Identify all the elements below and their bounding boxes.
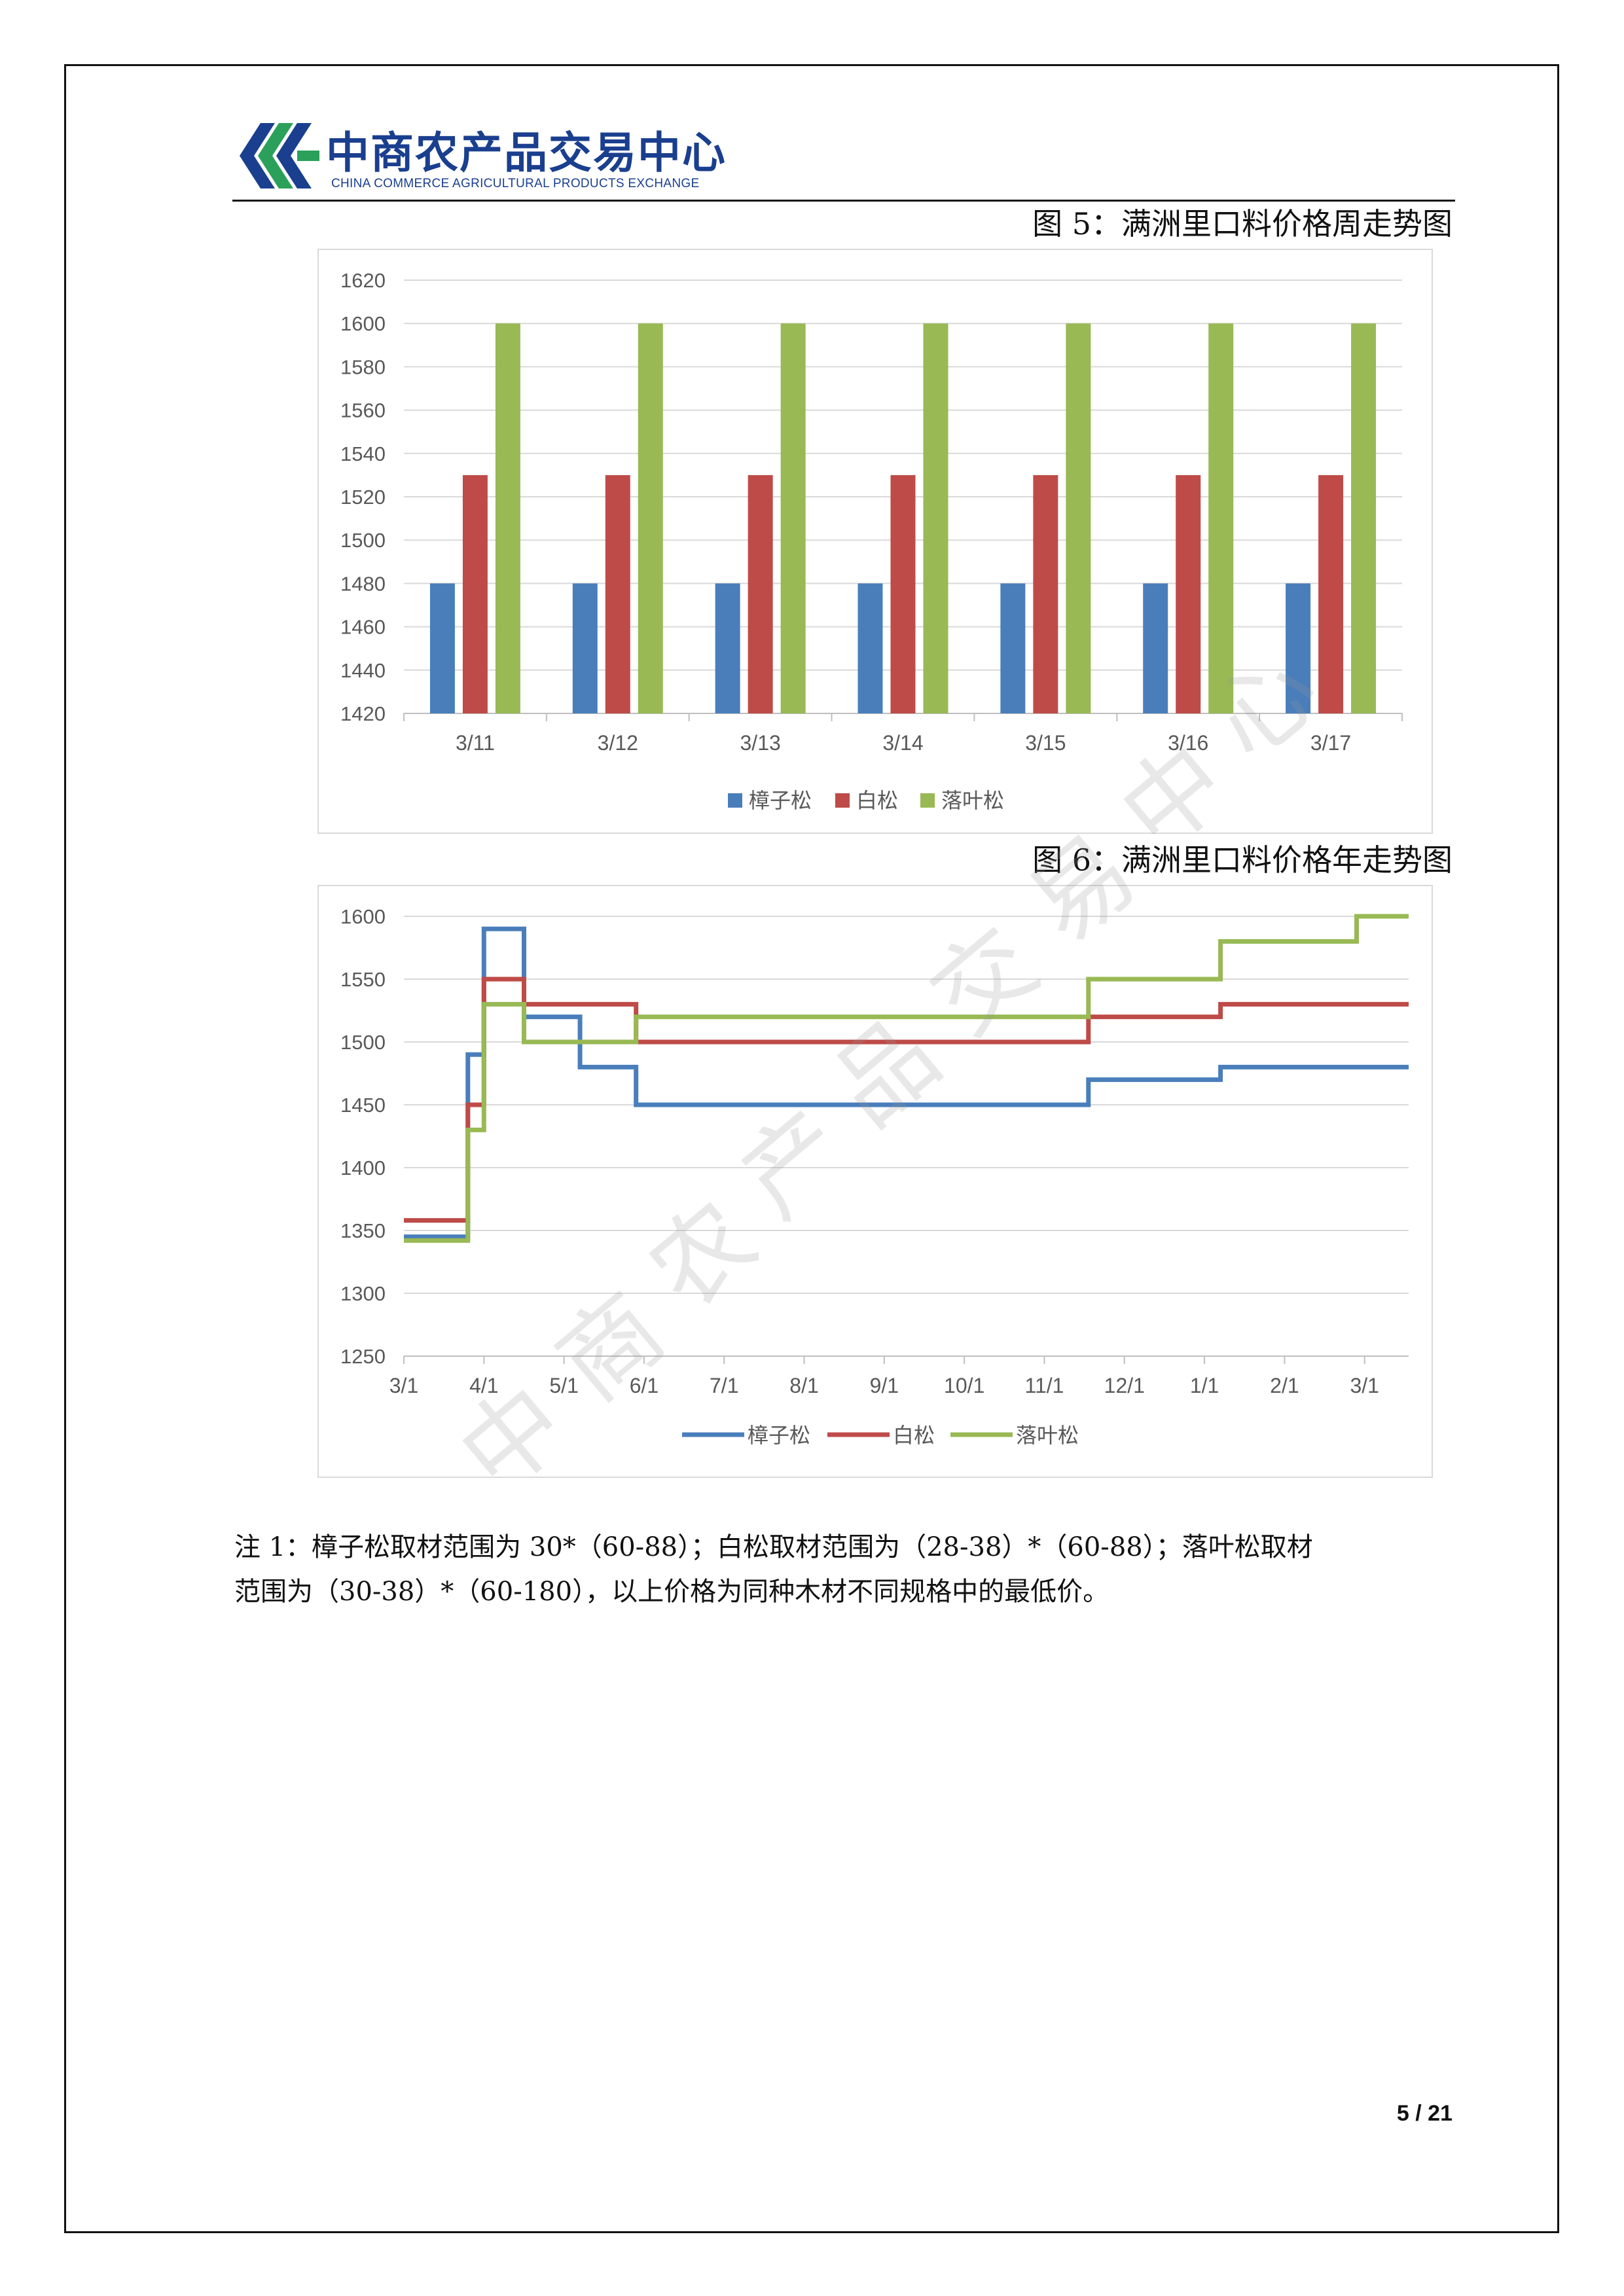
y-tick-label: 1420 xyxy=(340,702,386,725)
bar xyxy=(1208,323,1234,713)
bar xyxy=(572,583,598,713)
bar xyxy=(1066,323,1091,713)
bar xyxy=(1318,475,1344,713)
x-tick-label: 3/12 xyxy=(598,731,638,755)
x-tick-label: 3/1 xyxy=(389,1374,418,1397)
bar xyxy=(780,323,806,713)
legend-swatch xyxy=(835,793,850,808)
series-line xyxy=(404,977,1409,1223)
y-tick-label: 1350 xyxy=(340,1219,386,1242)
y-tick-label: 1250 xyxy=(340,1345,386,1368)
bar xyxy=(638,323,663,713)
y-tick-label: 1500 xyxy=(340,1031,386,1054)
bar xyxy=(857,583,883,713)
x-tick-label: 12/1 xyxy=(1104,1374,1145,1397)
x-tick-label: 3/13 xyxy=(740,731,781,755)
legend-label: 白松 xyxy=(893,1423,935,1448)
y-tick-label: 1500 xyxy=(340,529,386,552)
x-tick-label: 6/1 xyxy=(630,1374,659,1397)
legend-label: 樟子松 xyxy=(749,788,812,813)
y-tick-label: 1580 xyxy=(340,355,386,378)
page-number: 5 / 21 xyxy=(1396,2101,1453,2126)
note-line-2: 范围为（30-38）*（60-180），以上价格为同种木材不同规格中的最低价。 xyxy=(234,1577,1110,1607)
bar xyxy=(748,475,773,713)
x-tick-label: 11/1 xyxy=(1025,1374,1064,1397)
bar xyxy=(1143,583,1168,713)
y-tick-label: 1460 xyxy=(340,616,386,639)
legend-label: 白松 xyxy=(856,788,898,813)
y-tick-label: 1440 xyxy=(340,659,386,682)
x-tick-label: 2/1 xyxy=(1270,1374,1299,1397)
x-tick-label: 3/11 xyxy=(456,731,495,755)
y-tick-label: 1620 xyxy=(340,269,386,292)
y-tick-label: 1300 xyxy=(340,1282,386,1305)
note-paragraph: 注 1：樟子松取材范围为 30*（60-88）；白松取材范围为（28-38）*（… xyxy=(234,1525,1456,1614)
x-tick-label: 3/14 xyxy=(882,731,923,755)
legend-label: 落叶松 xyxy=(941,788,1004,813)
logo-chinese-name: 中商农产品交易中心 xyxy=(326,128,727,178)
legend-swatch xyxy=(920,793,935,808)
x-tick-label: 3/17 xyxy=(1310,731,1351,755)
company-logo: 中商农产品交易中心 CHINA COMMERCE AGRICULTURAL PR… xyxy=(234,117,725,198)
x-tick-label: 5/1 xyxy=(549,1374,578,1397)
x-tick-label: 10/1 xyxy=(944,1374,984,1397)
note-line-1: 注 1：樟子松取材范围为 30*（60-88）；白松取材范围为（28-38）*（… xyxy=(234,1532,1313,1562)
y-tick-label: 1560 xyxy=(340,399,386,422)
bar xyxy=(1351,323,1377,713)
series-line xyxy=(404,914,1409,1243)
x-tick-label: 1/1 xyxy=(1190,1374,1219,1397)
x-tick-label: 9/1 xyxy=(870,1374,899,1397)
logo-english-name: CHINA COMMERCE AGRICULTURAL PRODUCTS EXC… xyxy=(331,177,700,190)
y-tick-label: 1520 xyxy=(340,486,386,509)
legend-swatch xyxy=(728,793,742,808)
legend-label: 樟子松 xyxy=(748,1423,810,1448)
logo-mark-icon xyxy=(240,123,319,188)
bar xyxy=(605,475,630,713)
y-tick-label: 1400 xyxy=(340,1157,386,1179)
y-tick-label: 1600 xyxy=(340,905,386,928)
page-border xyxy=(64,64,1559,2233)
line-chart-svg: 1250 1300 1350 1400 1450 1500 1550 1600 3/1 4/1 5/… xyxy=(340,905,1409,1448)
x-tick-label: 7/1 xyxy=(710,1374,738,1397)
header-divider xyxy=(232,200,1455,202)
bar xyxy=(1176,475,1201,713)
line-chart: 1250 1300 1350 1400 1450 1500 1550 1600 3/1 4/1 5/… xyxy=(317,885,1433,1478)
series-line xyxy=(404,926,1409,1240)
figure-5-title: 图 5：满洲里口料价格周走势图 xyxy=(1032,206,1453,242)
x-tick-label: 3/1 xyxy=(1350,1374,1379,1397)
bar xyxy=(890,475,916,713)
x-tick-label: 3/16 xyxy=(1168,731,1208,755)
bar xyxy=(429,583,455,713)
bar xyxy=(495,323,520,713)
y-tick-label: 1540 xyxy=(340,442,386,465)
legend-label: 落叶松 xyxy=(1016,1423,1079,1448)
x-tick-label: 4/1 xyxy=(469,1374,498,1397)
bar xyxy=(1033,475,1058,713)
y-tick-label: 1480 xyxy=(340,572,386,595)
bar xyxy=(1000,583,1026,713)
bar xyxy=(923,323,948,713)
x-tick-label: 3/15 xyxy=(1025,731,1066,755)
y-tick-label: 1450 xyxy=(340,1094,386,1117)
bar xyxy=(715,583,740,713)
y-tick-label: 1600 xyxy=(340,312,386,335)
figure-6-title: 图 6：满洲里口料价格年走势图 xyxy=(1032,842,1453,878)
bar-chart-svg: 1420 1440 1460 1480 1500 1520 1540 1560 1580 1600… xyxy=(340,269,1403,813)
x-tick-label: 8/1 xyxy=(789,1374,818,1397)
y-tick-label: 1550 xyxy=(340,968,386,991)
bar-chart: 1420 1440 1460 1480 1500 1520 1540 1560 1580 1600… xyxy=(317,249,1433,834)
bar xyxy=(1286,583,1311,713)
bar xyxy=(462,475,488,713)
